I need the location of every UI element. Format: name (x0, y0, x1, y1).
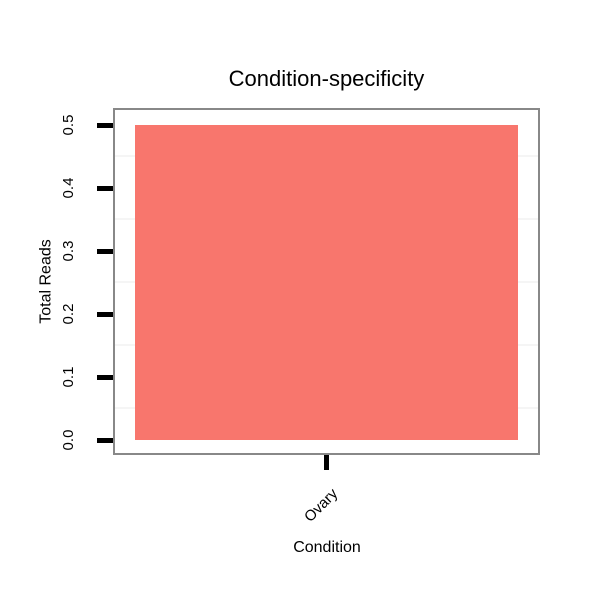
y-tick-0-4 (97, 186, 113, 191)
bar-ovary (135, 125, 518, 440)
plot-panel (113, 108, 540, 455)
y-axis-label: Total Reads (37, 239, 55, 324)
y-tick-label-0-2: 0.2 (60, 303, 77, 325)
chart-title: Condition-specificity (228, 66, 425, 91)
y-tick-label-0-4: 0.4 (60, 177, 77, 199)
y-tick-0-2 (97, 312, 113, 317)
y-tick-0-1 (97, 375, 113, 380)
y-tick-label-0-3: 0.3 (60, 240, 77, 262)
y-tick-label-0-0: 0.0 (60, 429, 77, 451)
x-tick-label-ovary: Ovary (300, 485, 342, 526)
y-tick-0-0 (97, 438, 113, 443)
x-tick-ovary (324, 455, 329, 470)
x-axis-label: Condition (293, 539, 361, 556)
y-tick-0-3 (97, 249, 113, 254)
y-tick-0-5 (97, 123, 113, 128)
y-tick-label-0-1: 0.1 (60, 366, 77, 388)
y-tick-label-0-5: 0.5 (60, 114, 77, 136)
